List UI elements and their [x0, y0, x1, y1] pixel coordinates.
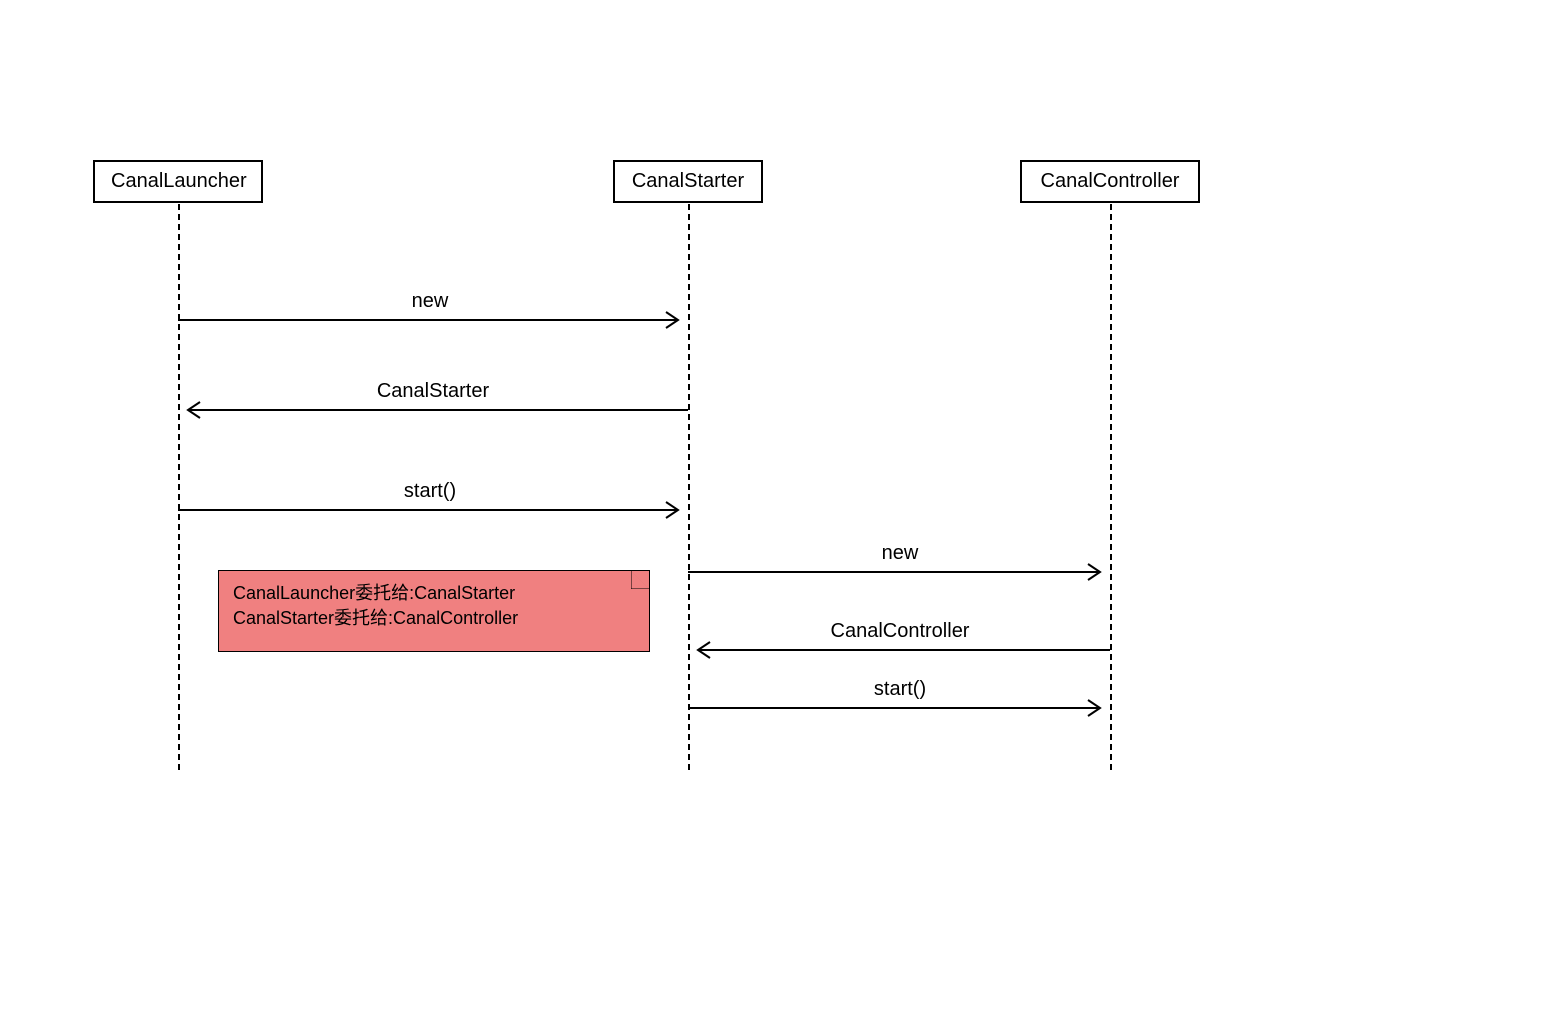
message-arrow-new-1	[178, 310, 688, 330]
message-arrow-new-2	[688, 562, 1110, 582]
message-arrow-start-2	[688, 698, 1110, 718]
message-label-canal-starter: CanalStarter	[358, 380, 508, 403]
message-label-start-1: start()	[380, 480, 480, 503]
participant-canal-starter: CanalStarter	[613, 160, 763, 203]
message-arrow-canal-starter	[178, 400, 688, 420]
lifeline-launcher	[178, 204, 180, 770]
message-label-start-2: start()	[850, 678, 950, 701]
note-line: CanalStarter委托给:CanalController	[233, 606, 635, 631]
participant-canal-controller: CanalController	[1020, 160, 1200, 203]
sequence-diagram: CanalLauncher CanalStarter CanalControll…	[0, 0, 1556, 1018]
participant-label: CanalLauncher	[111, 170, 247, 192]
note-box: CanalLauncher委托给:CanalStarter CanalStart…	[218, 570, 650, 652]
note-corner-icon	[631, 571, 649, 589]
message-label-new-1: new	[380, 290, 480, 313]
lifeline-starter	[688, 204, 690, 770]
message-arrow-start-1	[178, 500, 688, 520]
participant-label: CanalController	[1041, 170, 1180, 192]
note-line: CanalLauncher委托给:CanalStarter	[233, 581, 635, 606]
message-arrow-canal-controller	[688, 640, 1110, 660]
message-label-new-2: new	[850, 542, 950, 565]
participant-label: CanalStarter	[632, 170, 744, 192]
participant-canal-launcher: CanalLauncher	[93, 160, 263, 203]
message-label-canal-controller: CanalController	[820, 620, 980, 643]
lifeline-controller	[1110, 204, 1112, 770]
